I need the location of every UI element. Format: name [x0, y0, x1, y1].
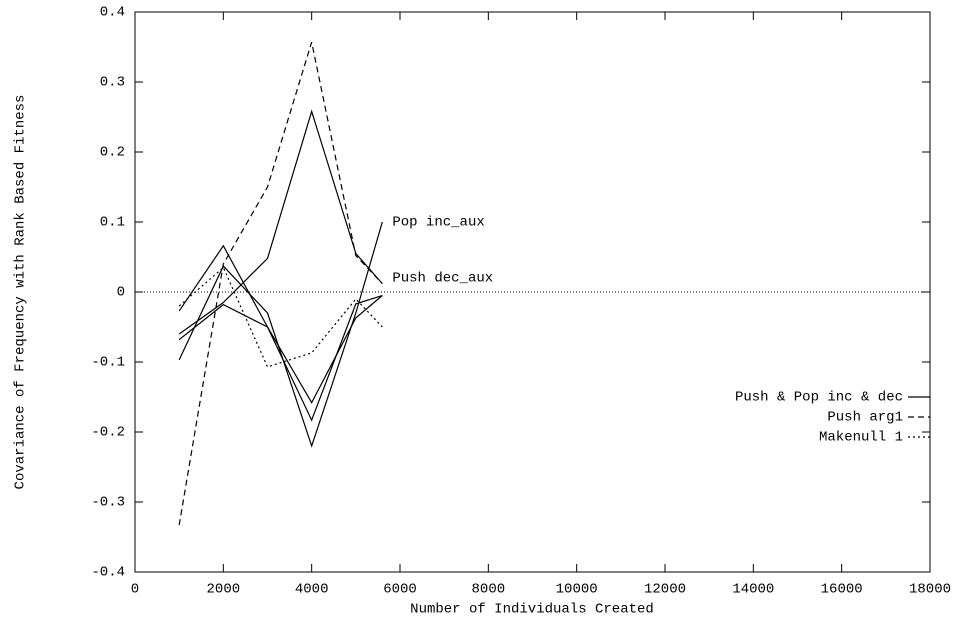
x-tick-label: 14000 — [732, 582, 774, 598]
data-line — [178, 295, 383, 404]
y-tick-label: -0.2 — [91, 425, 125, 441]
legend-label: Push arg1 — [827, 410, 903, 426]
y-tick-label: -0.4 — [91, 565, 125, 581]
x-tick-label: 16000 — [821, 582, 863, 598]
x-tick-label: 12000 — [644, 582, 686, 598]
data-line — [178, 221, 383, 448]
line-annotation: Pop inc_aux — [392, 215, 484, 231]
x-tick-label: 2000 — [207, 582, 241, 598]
x-tick-label: 0 — [131, 582, 139, 598]
data-line — [178, 266, 383, 368]
y-tick-label: 0.4 — [100, 5, 125, 21]
data-line — [178, 109, 383, 335]
y-tick-label: 0 — [117, 285, 125, 301]
x-axis-label: Number of Individuals Created — [410, 602, 654, 618]
y-tick-label: 0.1 — [100, 215, 125, 231]
y-tick-label: -0.1 — [91, 355, 125, 371]
line-annotation: Push dec_aux — [392, 270, 493, 286]
x-tick-label: 10000 — [556, 582, 598, 598]
x-tick-label: 6000 — [383, 582, 417, 598]
x-tick-label: 4000 — [295, 582, 329, 598]
data-line — [178, 244, 383, 422]
data-line — [178, 41, 383, 526]
y-axis-label: Covariance of Frequency with Rank Based … — [13, 95, 29, 490]
legend-label: Push & Pop inc & dec — [735, 390, 903, 406]
y-tick-label: 0.2 — [100, 145, 125, 161]
y-tick-label: 0.3 — [100, 75, 125, 91]
x-tick-label: 8000 — [472, 582, 506, 598]
y-tick-label: -0.3 — [91, 495, 125, 511]
x-tick-label: 18000 — [909, 582, 951, 598]
legend-label: Makenull 1 — [819, 430, 903, 446]
